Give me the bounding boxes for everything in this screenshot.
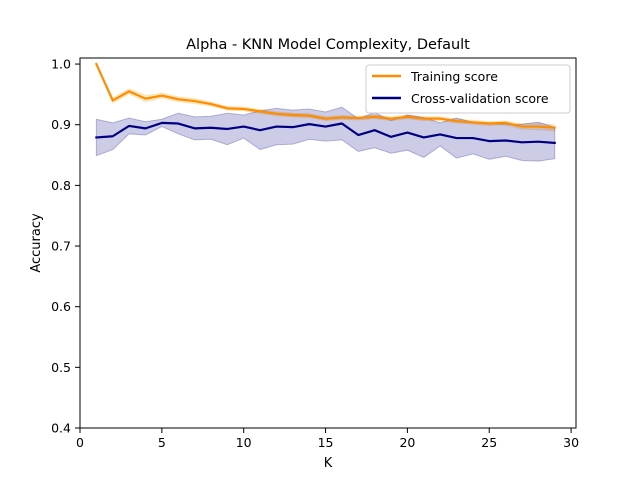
series-lines [94,62,556,145]
chart-title: Alpha - KNN Model Complexity, Default [186,37,470,53]
x-tick-label: 20 [399,435,415,450]
band-cv [95,106,556,162]
x-tick-label: 0 [76,435,84,450]
y-tick-label: 0.8 [51,178,71,193]
legend: Training score Cross-validation score [365,64,571,114]
y-tick-label: 0.6 [51,299,71,314]
y-axis: 0.4 0.5 0.6 0.7 0.8 0.9 1.0 [51,57,80,436]
legend-label-training: Training score [410,69,498,84]
y-tick-label: 0.4 [51,421,71,436]
plot-frame [79,57,577,429]
legend-box [365,64,571,114]
x-tick-label: 25 [481,435,497,450]
y-tick-label: 1.0 [51,57,71,72]
x-tick-label: 30 [563,435,579,450]
line-training [94,62,556,129]
line-cv [95,121,556,145]
legend-label-cv: Cross-validation score [411,91,549,106]
x-tick-label: 15 [318,435,334,450]
y-tick-label: 0.7 [51,239,71,254]
x-tick-label: 5 [158,435,166,450]
y-tick-label: 0.5 [51,360,71,375]
x-axis-label: K [324,456,333,471]
x-axis: 0 5 10 15 20 25 30 [76,428,579,450]
x-tick-label: 10 [236,435,252,450]
y-axis-label: Accuracy [29,213,44,273]
y-tick-label: 0.9 [51,117,71,132]
